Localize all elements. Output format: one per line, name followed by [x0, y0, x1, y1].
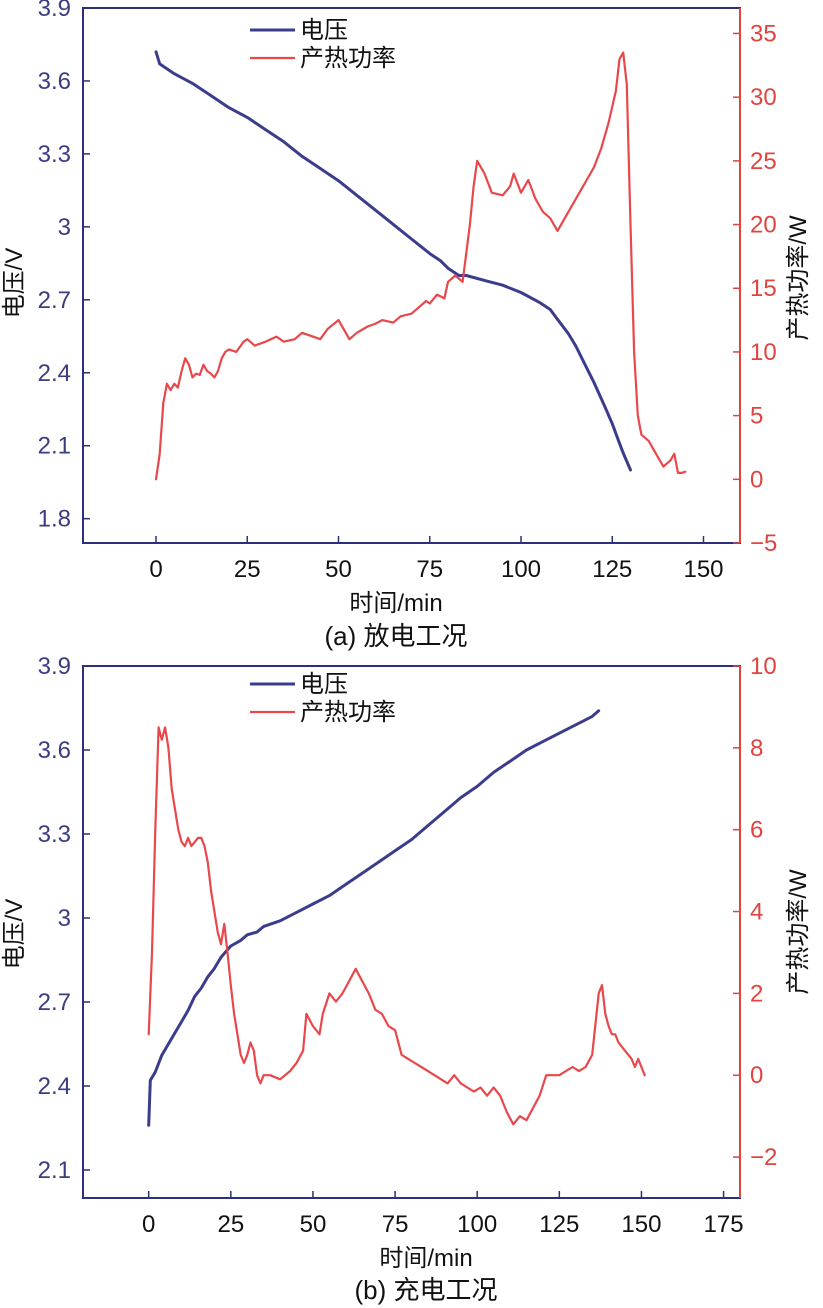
chart-a-y-left-tick-label: 3.3: [38, 141, 71, 168]
chart-b-y-right-tick-label: 4: [750, 899, 763, 926]
chart-a-y-left-tick-label: 2.7: [38, 287, 71, 314]
chart-b-x-tick-label: 50: [300, 1211, 327, 1238]
chart-a-y-right-tick-label: 5: [750, 403, 763, 430]
chart-b-plot-frame: [82, 665, 741, 1199]
chart-a-x-tick-label: 50: [325, 556, 352, 583]
chart-a-y-left-tick-label: 2.4: [38, 360, 71, 387]
chart-b-x-tick-label: 25: [217, 1211, 244, 1238]
chart-b-series-heat-power-line: [147, 726, 646, 1126]
chart-a-x-tick-label: 75: [416, 556, 443, 583]
chart-a-y-left-tick-label: 1.8: [38, 506, 71, 533]
chart-b-ticks: 0 25 50 75 100 125 150 1752.12.42.733.33.63.9−2…: [38, 653, 778, 1238]
chart-a-y-right-tick-label: −5: [750, 530, 777, 557]
chart-b-y-left-tick-label: 3.3: [38, 821, 71, 848]
chart-a-x-tick-label: 25: [234, 556, 261, 583]
chart-a-y-left-tick-label: 3.9: [38, 0, 71, 22]
chart-a-ticks: 0 25 50 75 100 125 1501.82.12.42.733.33.63.9−5…: [38, 0, 778, 583]
chart-a-y-right-tick-label: 15: [750, 275, 777, 302]
chart-a-y-left-tick-label: 3: [58, 214, 71, 241]
chart-b-x-tick-label: 100: [457, 1211, 497, 1238]
chart-b-legend-label: 产热功率: [300, 699, 396, 726]
chart-a-x-tick-label: 150: [683, 556, 723, 583]
chart-b-x-tick-label: 175: [704, 1211, 744, 1238]
chart-a-xlabel: 时间/min: [349, 590, 442, 617]
chart-a-y-left-tick-label: 2.1: [38, 433, 71, 460]
chart-b-legend-label: 电压: [300, 671, 348, 698]
chart-b-series: [147, 709, 646, 1127]
chart-b-caption: (b) 充电工况: [354, 1275, 497, 1305]
chart-b-x-tick-label: 125: [539, 1211, 579, 1238]
chart-b-y-right-tick-label: −2: [750, 1144, 777, 1171]
chart-b-x-tick-label: 0: [142, 1211, 155, 1238]
chart-b-y-right-tick-label: 10: [750, 653, 777, 680]
chart-b-y-right-tick-label: 0: [750, 1062, 763, 1089]
chart-b-y-left-tick-label: 2.7: [38, 989, 71, 1016]
chart-b-y-left-tick-label: 3: [58, 905, 71, 932]
chart-a-series-voltage-line: [154, 50, 632, 472]
chart-b-y-right-tick-label: 8: [750, 735, 763, 762]
chart-a-x-tick-label: 100: [501, 556, 541, 583]
chart-a-y-left-tick-label: 3.6: [38, 68, 71, 95]
chart-b-ylabel-left: 电压/V: [1, 899, 28, 970]
chart-b-x-tick-label: 150: [621, 1211, 661, 1238]
chart-a-y-right-tick-label: 10: [750, 339, 777, 366]
chart-b-y-left-tick-label: 2.1: [38, 1157, 71, 1184]
chart-a-legend-label: 产热功率: [300, 45, 396, 72]
chart-b-ylabel-right: 产热功率/W: [785, 869, 812, 995]
chart-b-y-left-tick-label: 3.6: [38, 737, 71, 764]
chart-b-y-right-tick-label: 6: [750, 817, 763, 844]
chart-a: 0 25 50 75 100 125 1501.82.12.42.733.33.63.9−5…: [1, 0, 812, 651]
chart-a-y-right-tick-label: 0: [750, 466, 763, 493]
chart-a-y-right-tick-label: 35: [750, 20, 777, 47]
chart-a-ylabel-right: 产热功率/W: [785, 215, 812, 341]
chart-a-ylabel-left: 电压/V: [1, 248, 28, 319]
chart-a-x-tick-label: 125: [592, 556, 632, 583]
chart-a-x-tick-label: 0: [149, 556, 162, 583]
chart-a-caption: (a) 放电工况: [324, 621, 467, 651]
chart-b-series-voltage-line: [147, 709, 601, 1127]
chart-b: 0 25 50 75 100 125 150 1752.12.42.733.33.63.9−2…: [1, 653, 812, 1305]
chart-b-x-tick-label: 75: [382, 1211, 409, 1238]
chart-b-y-right-tick-label: 2: [750, 980, 763, 1007]
chart-a-y-right-tick-label: 30: [750, 84, 777, 111]
chart-a-plot-frame: [82, 7, 741, 544]
chart-b-y-left-tick-label: 2.4: [38, 1073, 71, 1100]
chart-b-xlabel: 时间/min: [379, 1245, 472, 1272]
chart-a-legend-label: 电压: [300, 17, 348, 44]
chart-a-series-heat-power-line: [154, 51, 687, 481]
chart-a-y-right-tick-label: 25: [750, 148, 777, 175]
chart-a-y-right-tick-label: 20: [750, 212, 777, 239]
chart-b-y-left-tick-label: 3.9: [38, 653, 71, 680]
chart-a-series: [154, 50, 687, 481]
